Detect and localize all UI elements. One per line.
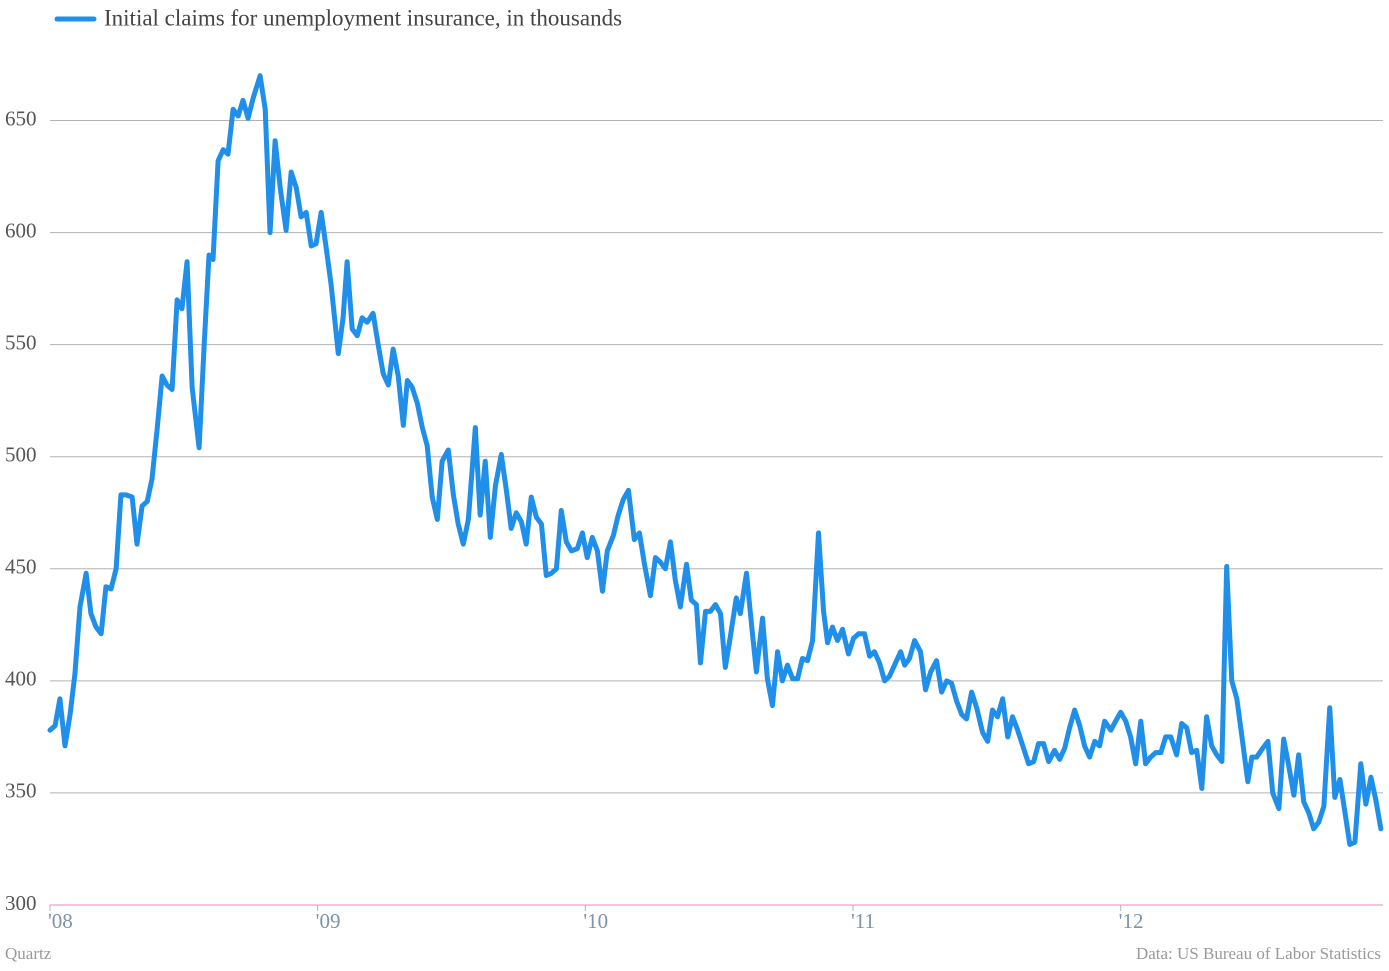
credit: Quartz [5,944,52,963]
x-tick-label: '12 [1119,909,1144,933]
legend-label: Initial claims for unemployment insuranc… [104,5,622,30]
y-tick-label: 450 [5,555,37,579]
y-tick-label: 350 [5,779,37,803]
data-line [47,73,1384,847]
y-tick-label: 550 [5,330,37,354]
y-tick-label: 300 [5,891,37,915]
y-tick-label: 400 [5,667,37,691]
source: Data: US Bureau of Labor Statistics [1136,944,1381,963]
x-tick-label: '09 [316,909,341,933]
y-tick-label: 600 [5,218,37,242]
y-tick-label: 500 [5,443,37,467]
x-tick-label: '08 [48,909,73,933]
y-tick-label: 650 [5,106,37,130]
x-tick-label: '11 [851,909,875,933]
x-tick-label: '10 [583,909,608,933]
